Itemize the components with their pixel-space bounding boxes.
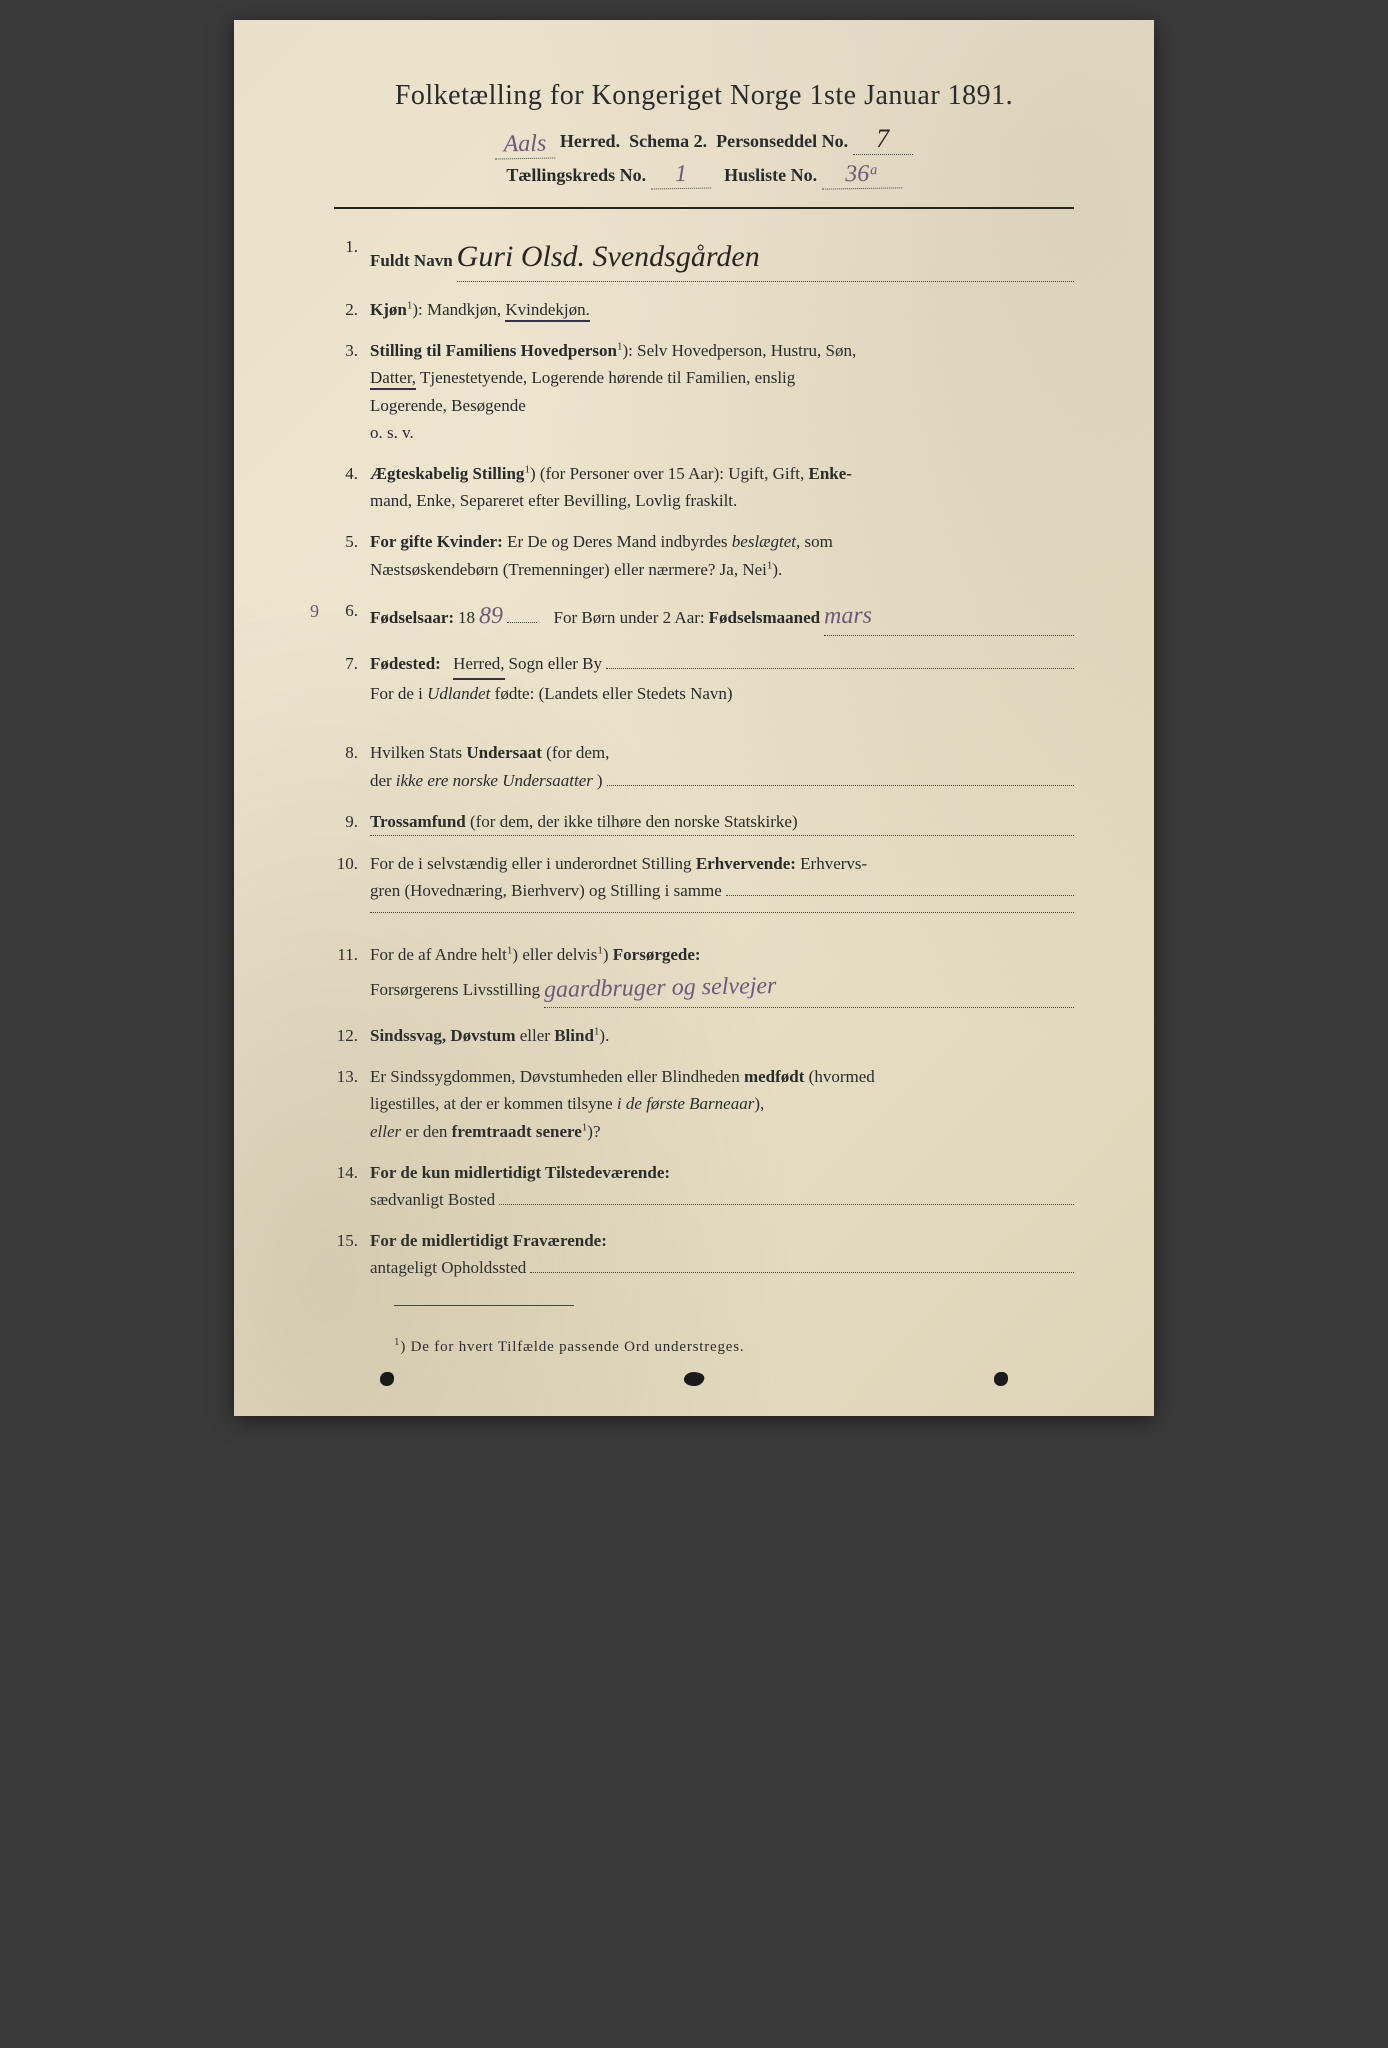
tellingskreds-label: Tællingskreds No.: [506, 165, 646, 185]
item-number: 2.: [334, 296, 370, 323]
schema-label: Schema 2.: [629, 131, 707, 151]
footnote: 1) De for hvert Tilfælde passende Ord un…: [334, 1336, 1074, 1356]
item-7-label: Fødested:: [370, 650, 441, 677]
item-6: 9 6. Fødselsaar: 1889 For Børn under 2 A…: [334, 597, 1074, 636]
fullname-handwritten: Guri Olsd. Svendsgården: [457, 240, 760, 273]
item-9: 9. Trossamfund (for dem, der ikke tilhør…: [334, 808, 1074, 836]
item-7: 7. Fødested: Herred, Sogn eller By For d…: [334, 650, 1074, 707]
form-title: Folketælling for Kongeriget Norge 1ste J…: [334, 80, 1074, 112]
spot-icon: [994, 1372, 1008, 1386]
forsorger-handwritten: gaardbruger og selvejer: [544, 967, 777, 1009]
item-5-label: For gifte Kvinder:: [370, 532, 503, 551]
item-number: 10.: [334, 850, 370, 877]
kjon-underlined: Kvindekjøn.: [505, 300, 590, 322]
item-6-label: Fødselsaar:: [370, 604, 454, 631]
item-number: 1.: [334, 233, 370, 260]
item-number: 4.: [334, 460, 370, 487]
item-14: 14. For de kun midlertidigt Tilstedevære…: [334, 1159, 1074, 1213]
item-10: 10. For de i selvstændig eller i underor…: [334, 850, 1074, 913]
birthmonth-handwritten: mars: [824, 596, 873, 635]
item-13: 13. Er Sindssygdommen, Døvstumheden elle…: [334, 1063, 1074, 1145]
item-4-label: Ægteskabelig Stilling: [370, 464, 524, 483]
item-number: 8.: [334, 739, 370, 766]
item-12-label: Sindssvag, Døvstum: [370, 1026, 516, 1045]
item-11: 11. For de af Andre helt1) eller delvis1…: [334, 941, 1074, 1008]
item-4: 4. Ægteskabelig Stilling1) (for Personer…: [334, 460, 1074, 514]
item-1-label: Fuldt Navn: [370, 247, 453, 274]
spot-icon: [380, 1372, 394, 1386]
item-number: 3.: [334, 337, 370, 364]
item-number: 13.: [334, 1063, 370, 1090]
item-2-label: Kjøn: [370, 300, 407, 319]
item-number: 9.: [334, 808, 370, 835]
item-number: 6.: [334, 597, 370, 624]
item-15: 15. For de midlertidigt Fraværende: anta…: [334, 1227, 1074, 1281]
margin-handwritten: 9: [310, 597, 319, 626]
stilling-underlined: Datter,: [370, 368, 416, 390]
item-number: 15.: [334, 1227, 370, 1254]
item-number: 7.: [334, 650, 370, 677]
birthyear-handwritten: 89: [479, 596, 504, 635]
item-5: 5. For gifte Kvinder: Er De og Deres Man…: [334, 528, 1074, 582]
item-15-label: For de midlertidigt Fraværende:: [370, 1231, 607, 1250]
item-2: 2. Kjøn1): Mandkjøn, Kvindekjøn.: [334, 296, 1074, 323]
herred-handwritten: Aals: [495, 130, 555, 159]
item-1: 1. Fuldt Navn Guri Olsd. Svendsgården: [334, 233, 1074, 282]
item-3-label: Stilling til Familiens Hovedperson: [370, 341, 617, 360]
item-3: 3. Stilling til Familiens Hovedperson1):…: [334, 337, 1074, 446]
item-14-label: For de kun midlertidigt Tilstedeværende:: [370, 1163, 670, 1182]
husliste-handwritten: 36ᵃ: [821, 160, 901, 189]
personseddel-label: Personseddel No.: [716, 131, 848, 151]
spot-icon: [681, 1370, 706, 1388]
herred-label: Herred.: [560, 131, 620, 151]
item-8: 8. Hvilken Stats Undersaat (for dem, der…: [334, 739, 1074, 793]
item-number: 14.: [334, 1159, 370, 1186]
paper-damage-spots: [234, 1372, 1154, 1386]
census-form-paper: Folketælling for Kongeriget Norge 1ste J…: [234, 20, 1154, 1416]
header-line-2: Tællingskreds No. 1 Husliste No. 36ᵃ: [334, 161, 1074, 189]
item-number: 12.: [334, 1022, 370, 1049]
item-number: 5.: [334, 528, 370, 555]
item-number: 11.: [334, 941, 370, 968]
header-line-1: Aals Herred. Schema 2. Personseddel No. …: [334, 124, 1074, 155]
husliste-label: Husliste No.: [724, 165, 817, 185]
item-12: 12. Sindssvag, Døvstum eller Blind1).: [334, 1022, 1074, 1049]
personseddel-handwritten: 7: [853, 124, 913, 155]
footnote-rule: [394, 1305, 574, 1306]
divider-rule: [334, 207, 1074, 209]
fodested-underlined: Herred,: [453, 650, 504, 680]
item-9-label: Trossamfund: [370, 812, 466, 831]
tellingskreds-handwritten: 1: [650, 160, 710, 189]
